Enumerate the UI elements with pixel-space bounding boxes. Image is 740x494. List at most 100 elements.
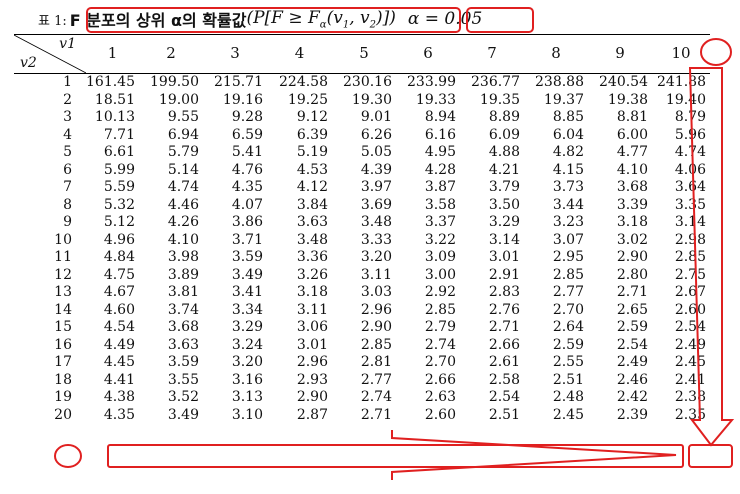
table-cell: 4.46: [167, 196, 199, 213]
table-cell: 3.01: [488, 249, 520, 265]
table-cell: 3.29: [231, 319, 263, 335]
col-header-4: 4: [294, 44, 305, 63]
row-header: 8: [63, 196, 72, 213]
highlight-cell-answer: [688, 444, 733, 468]
table-cell: 4.82: [552, 144, 584, 160]
table-cell: 2.66: [488, 336, 520, 353]
table-cell: 6.00: [616, 126, 648, 143]
row-header: 15: [54, 319, 72, 335]
table-cell: 19.35: [479, 91, 520, 108]
table-cell: 4.76: [231, 161, 263, 178]
row-header: 7: [63, 179, 72, 195]
row-header: 17: [54, 354, 72, 370]
table-cell: 3.18: [296, 284, 328, 300]
table-cell: 3.18: [616, 214, 648, 230]
table-cell: 3.24: [231, 336, 263, 353]
table-cell: 3.33: [360, 231, 392, 248]
table-cell: 4.26: [167, 214, 199, 230]
table-cell: 3.81: [167, 284, 199, 300]
table-row: 20 4.35 3.49 3.10 2.87 2.71 2.60 2.51 2.45 2.39 2.…: [14, 407, 710, 425]
table-cell: 3.22: [424, 231, 456, 248]
table-cell: 233.99: [407, 74, 456, 90]
table-cell: 2.66: [424, 371, 456, 388]
table-cell: 6.09: [488, 126, 520, 143]
table-cell: 3.64: [674, 179, 706, 195]
table-cell: 3.59: [231, 249, 263, 265]
table-cell: 5.41: [231, 144, 263, 160]
table-cell: 2.93: [296, 371, 328, 388]
table-cell: 10.13: [94, 109, 135, 125]
f-distribution-table: v1 v2 1 2 3 4 5 6 7 8 9 10 1 161.45 199.50…: [14, 34, 710, 424]
caption-title: F 분포의 상위 α의 확률값: [69, 11, 247, 30]
table-cell: 2.49: [674, 336, 706, 353]
table-cell: 2.74: [424, 336, 456, 353]
table-cell: 2.95: [552, 249, 584, 265]
table-cell: 5.32: [103, 196, 135, 213]
table-cell: 2.35: [674, 406, 706, 423]
table-cell: 2.59: [552, 336, 584, 353]
table-cell: 3.20: [231, 354, 263, 370]
table-cell: 2.87: [296, 406, 328, 423]
table-cell: 8.79: [674, 109, 706, 125]
table-cell: 3.52: [167, 389, 199, 405]
table-cell: 2.51: [552, 371, 584, 388]
caption-formula: (P[F ≥ Fα(v1, v2)]): [246, 7, 396, 31]
table-cell: 2.64: [552, 319, 584, 335]
table-cell: 3.07: [552, 231, 584, 248]
table-cell: 2.85: [552, 266, 584, 283]
table-cell: 241.88: [657, 74, 706, 90]
row-header: 1: [63, 74, 72, 90]
table-cell: 9.28: [231, 109, 263, 125]
table-cell: 3.37: [424, 214, 456, 230]
table-cell: 3.97: [360, 179, 392, 195]
col-header-10: 10: [671, 44, 691, 63]
table-cell: 2.45: [552, 406, 584, 423]
table-cell: 2.65: [616, 301, 648, 318]
table-cell: 2.90: [360, 319, 392, 335]
table-cell: 3.02: [616, 231, 648, 248]
table-cell: 2.85: [424, 301, 456, 318]
table-cell: 3.55: [167, 371, 199, 388]
table-cell: 2.60: [424, 406, 456, 423]
table-cell: 2.63: [424, 389, 456, 405]
table-row: 1 161.45 199.50 215.71 224.58 230.16 233.99 236…: [14, 74, 710, 92]
table-cell: 4.35: [231, 179, 263, 195]
table-cell: 3.71: [231, 231, 263, 248]
row-header: 11: [54, 249, 72, 265]
col-header-7: 7: [487, 44, 497, 63]
column-header-row: v1 v2 1 2 3 4 5 6 7 8 9 10: [14, 34, 710, 74]
table-row: 8 5.32 4.46 4.07 3.84 3.69 3.58 3.50 3.44 3.39 3.3…: [14, 197, 710, 215]
table-cell: 4.74: [167, 179, 199, 195]
table-cell: 3.13: [231, 389, 263, 405]
table-cell: 5.79: [167, 144, 199, 160]
table-cell: 3.39: [616, 196, 648, 213]
table-cell: 2.45: [674, 354, 706, 370]
table-row: 14 4.60 3.74 3.34 3.11 2.96 2.85 2.76 2.70 2.65 2.…: [14, 302, 710, 320]
table-cell: 19.16: [222, 91, 263, 108]
table-cell: 2.67: [674, 284, 706, 300]
table-cell: 2.77: [360, 371, 392, 388]
table-cell: 2.83: [488, 284, 520, 300]
table-cell: 5.05: [360, 144, 392, 160]
table-row: 6 5.99 5.14 4.76 4.53 4.39 4.28 4.21 4.15 4.10 4.0…: [14, 162, 710, 180]
table-cell: 2.74: [360, 389, 392, 405]
table-cell: 230.16: [343, 74, 392, 90]
table-cell: 6.61: [103, 144, 135, 160]
row-header: 9: [63, 214, 72, 230]
table-cell: 3.63: [296, 214, 328, 230]
table-cell: 3.00: [424, 266, 456, 283]
row-header: 13: [54, 284, 72, 300]
table-cell: 18.51: [94, 91, 135, 108]
col-header-5: 5: [359, 44, 369, 63]
table-cell: 2.54: [674, 319, 706, 335]
table-row: 18 4.41 3.55 3.16 2.93 2.77 2.66 2.58 2.51 2.46 2.…: [14, 372, 710, 390]
row-header: 20: [54, 406, 72, 423]
table-cell: 19.30: [351, 91, 392, 108]
table-cell: 19.38: [607, 91, 648, 108]
table-cell: 3.20: [360, 249, 392, 265]
v1-header: v1: [59, 36, 76, 52]
table-cell: 199.50: [150, 74, 199, 90]
table-row: 13 4.67 3.81 3.41 3.18 3.03 2.92 2.83 2.77 2.71 2.…: [14, 284, 710, 302]
table-cell: 19.33: [415, 91, 456, 108]
col-header-2: 2: [166, 44, 176, 63]
